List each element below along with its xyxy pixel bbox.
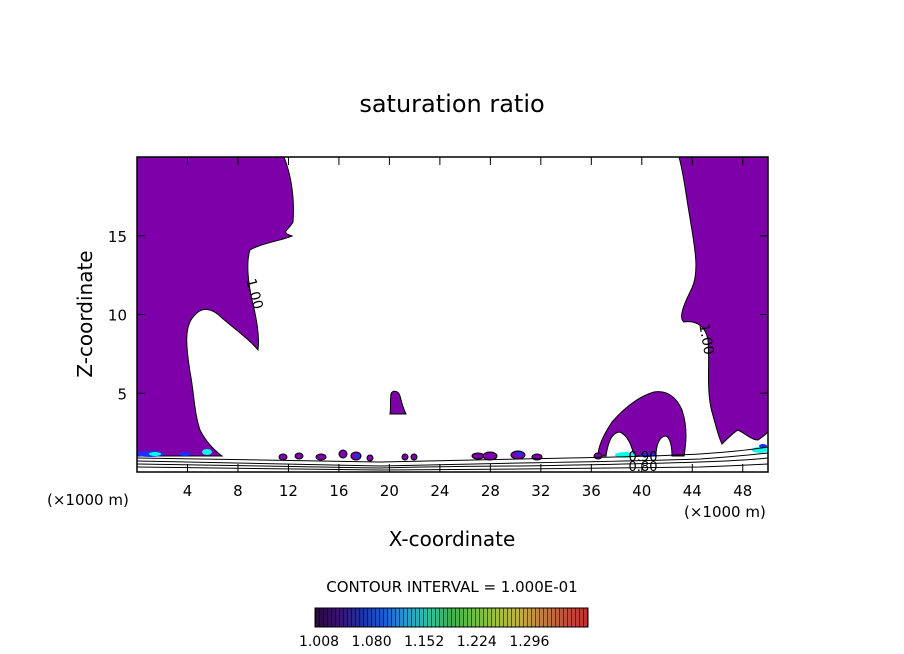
- contour-label: 0.90: [629, 450, 658, 465]
- x-tick-label: 4: [183, 482, 193, 500]
- y-axis: 5 10 15: [108, 228, 768, 403]
- contour-interval: CONTOUR INTERVAL = 1.000E-01: [326, 578, 577, 596]
- plot-area: [137, 157, 768, 472]
- x-tick-label: 16: [329, 482, 348, 500]
- saturated-region-left: [137, 157, 294, 457]
- chart-title: saturation ratio: [359, 90, 544, 118]
- x-tick-label: 40: [632, 482, 651, 500]
- colorbar-tick-label: 1.152: [404, 634, 444, 650]
- y-tick-label: 15: [108, 228, 127, 246]
- colorbar-tick-label: 1.008: [299, 634, 339, 650]
- x-unit-right: (×1000 m): [684, 503, 766, 521]
- colorbar-frame: [314, 607, 589, 628]
- colorbar-tick-label: 1.296: [509, 634, 549, 650]
- x-tick-label: 36: [582, 482, 601, 500]
- x-tick-label: 44: [683, 482, 702, 500]
- saturated-region-right: [678, 157, 768, 445]
- x-axis-title: X-coordinate: [389, 527, 516, 551]
- x-tick-label: 20: [380, 482, 399, 500]
- x-tick-label: 8: [233, 482, 243, 500]
- surface-blobs: [278, 449, 603, 462]
- contour-label: 1.00: [695, 323, 716, 356]
- contour-label: 1.00: [242, 277, 266, 311]
- y-tick-label: 10: [108, 307, 127, 325]
- x-axis: 4 8 12 16 20 24 28 32 36 40 44 48: [183, 157, 752, 500]
- x-tick-label: 32: [531, 482, 550, 500]
- y-tick-label: 5: [117, 385, 127, 403]
- x-tick-label: 48: [733, 482, 752, 500]
- x-unit-left: (×1000 m): [47, 491, 129, 509]
- colorbar-stripes: [315, 608, 588, 627]
- saturated-region-arch: [597, 391, 687, 457]
- x-tick-label: 24: [430, 482, 449, 500]
- colorbar: 1.008 1.080 1.152 1.224 1.296: [299, 607, 589, 650]
- x-tick-label: 28: [481, 482, 500, 500]
- x-tick-label: 12: [279, 482, 298, 500]
- colorbar-tick-label: 1.080: [352, 634, 392, 650]
- surface-contours: [137, 446, 768, 471]
- saturated-region-blob: [389, 390, 407, 415]
- y-axis-title: Z-coordinate: [73, 250, 97, 377]
- colorbar-tick-label: 1.224: [457, 634, 497, 650]
